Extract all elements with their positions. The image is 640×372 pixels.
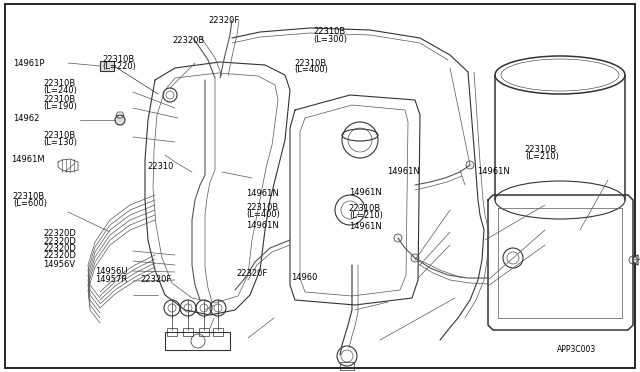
Text: 14961N: 14961N — [349, 188, 381, 197]
Text: (L=210): (L=210) — [349, 211, 383, 219]
Text: APP3C003: APP3C003 — [557, 345, 596, 354]
Text: 22310B: 22310B — [44, 79, 76, 88]
Text: (L=220): (L=220) — [102, 62, 136, 71]
Bar — [183, 328, 193, 336]
Bar — [165, 332, 230, 350]
Circle shape — [115, 115, 125, 125]
Text: (L=600): (L=600) — [13, 199, 47, 208]
Text: 22320D: 22320D — [44, 229, 76, 238]
Bar — [199, 328, 209, 336]
Text: 22320D: 22320D — [44, 244, 76, 253]
Bar — [167, 328, 177, 336]
Text: 22310B: 22310B — [525, 145, 557, 154]
Bar — [213, 328, 223, 336]
Text: 22320F: 22320F — [141, 275, 172, 283]
Text: (L=210): (L=210) — [525, 152, 559, 161]
Text: 22310B: 22310B — [102, 55, 134, 64]
Text: 22320D: 22320D — [44, 251, 76, 260]
Text: 22310B: 22310B — [349, 204, 381, 213]
Text: 22310B: 22310B — [294, 59, 326, 68]
Text: 22320D: 22320D — [44, 237, 76, 246]
Text: 22310B: 22310B — [314, 27, 346, 36]
Circle shape — [394, 234, 402, 242]
Text: 22310B: 22310B — [246, 203, 278, 212]
Text: 14956V: 14956V — [44, 260, 76, 269]
Text: 22320F: 22320F — [237, 269, 268, 278]
Text: 14956U: 14956U — [95, 267, 127, 276]
Text: (L=300): (L=300) — [314, 35, 348, 44]
Bar — [100, 61, 114, 71]
Text: 14961P: 14961P — [13, 59, 44, 68]
Text: 22320B: 22320B — [173, 36, 205, 45]
Text: 22310B: 22310B — [44, 131, 76, 140]
Text: 22310B: 22310B — [44, 95, 76, 104]
Text: (L=190): (L=190) — [44, 102, 77, 111]
Text: 22310: 22310 — [147, 162, 173, 171]
Bar — [340, 362, 354, 370]
Text: 14961N: 14961N — [246, 189, 279, 198]
Text: 14961M: 14961M — [12, 155, 45, 164]
Circle shape — [466, 161, 474, 169]
Text: 14960: 14960 — [291, 273, 317, 282]
Text: 22320F: 22320F — [209, 16, 239, 25]
Text: 14962: 14962 — [13, 114, 39, 123]
Text: 14961N: 14961N — [387, 167, 420, 176]
Circle shape — [629, 256, 637, 264]
Circle shape — [411, 254, 419, 262]
Text: 14961N: 14961N — [246, 221, 279, 230]
Text: 14961N: 14961N — [477, 167, 509, 176]
Text: (L=400): (L=400) — [246, 210, 280, 219]
Text: 14957R: 14957R — [95, 275, 127, 283]
Text: (L=130): (L=130) — [44, 138, 77, 147]
Text: (L=400): (L=400) — [294, 65, 328, 74]
Text: (L=240): (L=240) — [44, 86, 77, 95]
Text: 14961N: 14961N — [349, 222, 381, 231]
Text: 22310B: 22310B — [13, 192, 45, 201]
